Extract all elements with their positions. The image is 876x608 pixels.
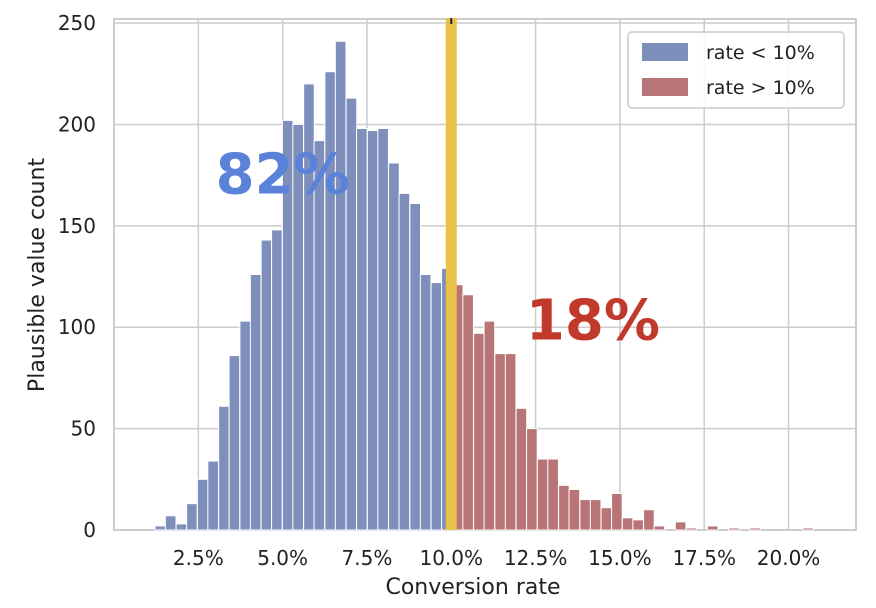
y-tick-label-2: 100: [58, 315, 96, 339]
bar-series0-4: [196, 478, 209, 531]
bar-series1-18: [643, 509, 655, 531]
x-tick-label-2: 7.5%: [342, 546, 393, 570]
bar-series0-21: [377, 128, 389, 531]
bar-series1-13: [589, 499, 602, 531]
bar-series0-17: [334, 40, 347, 531]
bar-series1-16: [621, 517, 634, 531]
bar-series1-25: [802, 527, 814, 531]
bar-series1-22: [706, 525, 719, 531]
y-tick-label-4: 200: [58, 112, 96, 136]
bar-series0-19: [356, 128, 368, 531]
x-tick-label-6: 17.5%: [672, 546, 736, 570]
bar-series1-1: [462, 294, 474, 531]
bar-series1-15: [611, 493, 623, 531]
bar-series0-1: [164, 515, 177, 531]
x-tick-label-4: 12.5%: [504, 546, 568, 570]
bar-series1-6: [515, 407, 528, 531]
bar-series0-23: [398, 192, 411, 531]
bar-series1-17: [632, 519, 644, 531]
bar-series0-2: [175, 523, 188, 531]
legend-swatch-above: [642, 78, 688, 96]
bar-series1-20: [674, 521, 687, 531]
legend-swatch-below: [642, 43, 688, 61]
x-tick-label-1: 5.0%: [257, 546, 308, 570]
bar-series1-7: [526, 428, 538, 531]
bar-series0-24: [409, 203, 421, 531]
bar-series1-2: [473, 332, 485, 531]
x-tick-label-0: 2.5%: [173, 546, 224, 570]
annotation-1: 18%: [526, 288, 660, 353]
y-axis-ticks: 0 50 100 150 200 250: [58, 11, 96, 542]
bar-series0-6: [218, 405, 230, 531]
bar-series0-3: [186, 503, 198, 531]
bar-series1-3: [483, 320, 496, 531]
legend: rate < 10% rate > 10%: [627, 31, 845, 109]
bar-series0-10: [260, 239, 273, 531]
bar-series0-8: [239, 320, 252, 531]
bar-series0-16: [324, 71, 337, 531]
bar-series1-21: [685, 527, 698, 531]
bar-series0-9: [249, 274, 262, 531]
bar-series0-25: [419, 274, 432, 531]
bar-series1-24: [749, 527, 761, 531]
bar-series1-9: [547, 458, 559, 531]
y-tick-label-1: 50: [71, 417, 96, 441]
annotations: 82% 18%: [216, 142, 660, 353]
bar-series0-0: [154, 525, 167, 531]
bar-series1-19: [653, 525, 666, 531]
bar-series1-5: [504, 353, 517, 531]
bar-series1-23: [728, 527, 740, 531]
bar-series1-14: [600, 507, 613, 531]
bar-series0-26: [430, 282, 443, 531]
bar-series1-12: [579, 499, 591, 531]
y-tick-label-0: 0: [83, 518, 96, 542]
bar-series1-8: [536, 458, 549, 531]
y-tick-label-5: 250: [58, 11, 96, 35]
bar-series1-10: [558, 484, 570, 531]
legend-label-below: rate < 10%: [706, 42, 815, 64]
x-tick-label-3: 10.0%: [419, 546, 483, 570]
bar-series0-20: [366, 130, 379, 531]
bars: [154, 40, 814, 531]
bar-series0-22: [388, 162, 400, 531]
y-tick-label-3: 150: [58, 214, 96, 238]
x-axis-ticks: 2.5% 5.0% 7.5% 10.0% 12.5% 15.0% 17.5% 20.0%: [173, 546, 820, 570]
legend-label-above: rate > 10%: [706, 77, 815, 99]
annotation-0: 82%: [216, 142, 350, 207]
bar-series1-4: [494, 353, 506, 531]
x-tick-label-5: 15.0%: [588, 546, 652, 570]
bar-series0-7: [228, 355, 241, 531]
bar-series0-11: [271, 229, 283, 531]
x-axis-label: Conversion rate: [385, 575, 560, 600]
bar-series0-5: [207, 460, 219, 531]
bar-series1-11: [568, 488, 581, 531]
x-tick-label-7: 20.0%: [757, 546, 821, 570]
y-axis-label: Plausible value count: [25, 158, 50, 393]
